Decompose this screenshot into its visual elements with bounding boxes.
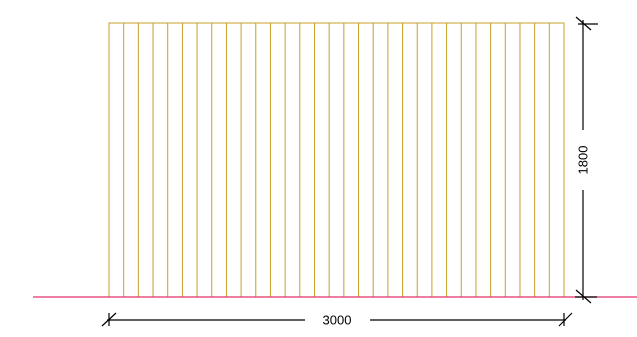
panel-slats (123, 23, 550, 297)
fence-panel (108, 22, 565, 298)
height-dimension-label: 1800 (575, 146, 590, 175)
width-dimension-tick-right (558, 312, 573, 327)
width-dimension-label: 3000 (323, 312, 352, 327)
width-dimension: 3000 (101, 312, 573, 327)
panel-outline (108, 22, 565, 298)
height-dimension: 1800 (575, 16, 598, 304)
